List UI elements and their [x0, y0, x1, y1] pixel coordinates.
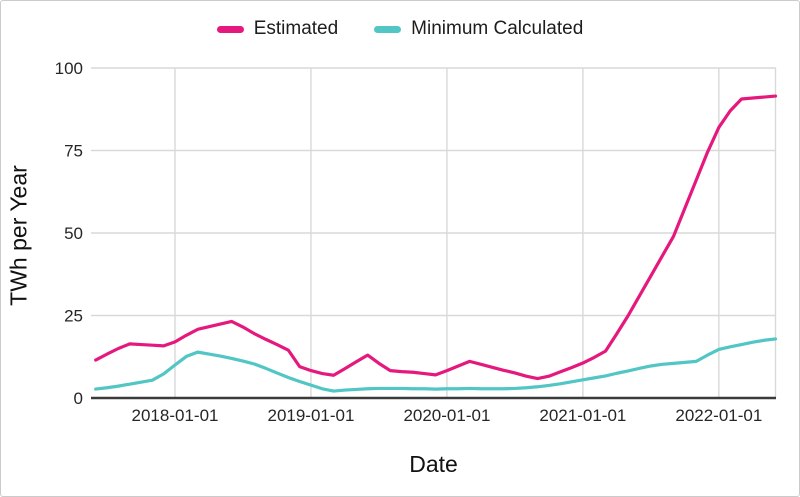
legend-label: Minimum Calculated [411, 18, 584, 39]
x-tick-label: 2018-01-01 [132, 406, 219, 425]
y-tick-label: 25 [64, 306, 83, 325]
series-line-estimated [94, 94, 778, 381]
x-axis-title: Date [409, 451, 458, 477]
legend-item-estimated[interactable]: Estimated [216, 18, 339, 40]
minimum-calculated-line-swatch-icon [374, 25, 402, 33]
x-tick-label: 2022-01-01 [675, 406, 762, 425]
legend-item-minimum-calculated[interactable]: Minimum Calculated [374, 18, 583, 40]
x-tick-label: 2020-01-01 [403, 406, 490, 425]
legend-label: Estimated [253, 18, 339, 39]
estimated-line-swatch-icon [216, 25, 244, 33]
y-tick-label: 50 [64, 224, 83, 243]
y-tick-label: 75 [64, 141, 83, 160]
x-tick-label: 2019-01-01 [267, 406, 354, 425]
x-tick-label: 2021-01-01 [539, 406, 626, 425]
series-line-minimum-calculated [94, 337, 778, 393]
y-tick-label: 0 [74, 389, 83, 408]
y-tick-label: 100 [55, 59, 83, 78]
chart-legend: Estimated Minimum Calculated [1, 18, 799, 40]
